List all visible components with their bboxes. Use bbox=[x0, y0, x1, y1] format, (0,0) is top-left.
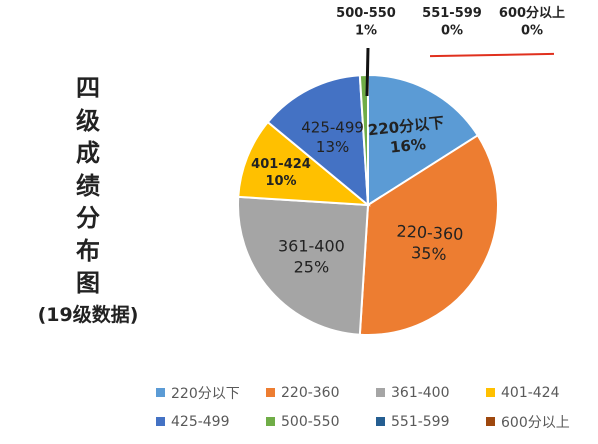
title-char: 成 bbox=[76, 139, 100, 167]
chart-side-title: 四 级 成 绩 分 布 图 (19级数据) bbox=[30, 72, 146, 328]
title-char: 四 bbox=[76, 74, 100, 102]
title-char: 级 bbox=[76, 106, 100, 135]
legend-label: 361-400 bbox=[391, 384, 450, 401]
slice-data-label-425-499: 425-499 13% bbox=[301, 119, 364, 157]
legend-swatch bbox=[486, 417, 495, 426]
legend-label: 220分以下 bbox=[171, 385, 240, 402]
legend-item-361-400: 361-400 bbox=[376, 385, 486, 401]
legend-swatch bbox=[156, 417, 165, 426]
legend-item-551-599: 551-599 bbox=[376, 414, 486, 430]
legend-item-500-550: 500-550 bbox=[266, 414, 376, 430]
title-subtitle: (19级数据) bbox=[37, 303, 139, 326]
legend-swatch bbox=[486, 388, 495, 397]
legend-row: 220分以下 220-360 361-400 401-424 bbox=[156, 378, 596, 407]
legend-row: 425-499 500-550 551-599 600分以上 bbox=[156, 407, 596, 436]
title-char: 绩 bbox=[76, 171, 100, 200]
legend-swatch bbox=[376, 417, 385, 426]
legend-label: 551-599 bbox=[391, 413, 450, 430]
legend-label: 500-550 bbox=[281, 413, 340, 430]
chart-legend: 220分以下 220-360 361-400 401-424 425-499 500-55… bbox=[156, 378, 596, 436]
pie-slice-220-360 bbox=[358, 133, 499, 336]
title-char: 布 bbox=[76, 236, 100, 265]
title-char: 分 bbox=[76, 204, 100, 232]
pie-slice-361-400 bbox=[237, 195, 370, 336]
legend-item-220-360: 220-360 bbox=[266, 385, 376, 401]
legend-label: 425-499 bbox=[171, 413, 230, 430]
legend-label: 220-360 bbox=[281, 384, 340, 401]
slice-data-label-500-550: 500-550 1% bbox=[336, 6, 396, 39]
legend-swatch bbox=[376, 388, 385, 397]
leader-line bbox=[365, 47, 370, 97]
pie-slice-425-499 bbox=[266, 74, 370, 208]
slice-data-label-600: 600分以上 0% bbox=[499, 5, 565, 39]
legend-item-401-424: 401-424 bbox=[486, 385, 596, 401]
pie-slice-401-424 bbox=[237, 120, 372, 207]
legend-swatch bbox=[266, 417, 275, 426]
legend-item-220: 220分以下 bbox=[156, 383, 266, 403]
legend-label: 600分以上 bbox=[501, 414, 570, 431]
legend-swatch bbox=[266, 388, 275, 397]
slice-data-label-361-400: 361-400 25% bbox=[278, 237, 345, 277]
slice-data-label-220-360: 220-36035% bbox=[395, 221, 464, 264]
pie-slice-220 bbox=[367, 73, 480, 207]
legend-swatch bbox=[156, 388, 165, 397]
title-char: 图 bbox=[76, 269, 100, 297]
slice-data-label-551-599: 551-599 0% bbox=[422, 6, 482, 39]
legend-item-600: 600分以上 bbox=[486, 412, 596, 432]
legend-label: 401-424 bbox=[501, 384, 560, 401]
legend-item-425-499: 425-499 bbox=[156, 414, 266, 430]
slice-data-label-401-424: 401-424 10% bbox=[251, 157, 311, 189]
